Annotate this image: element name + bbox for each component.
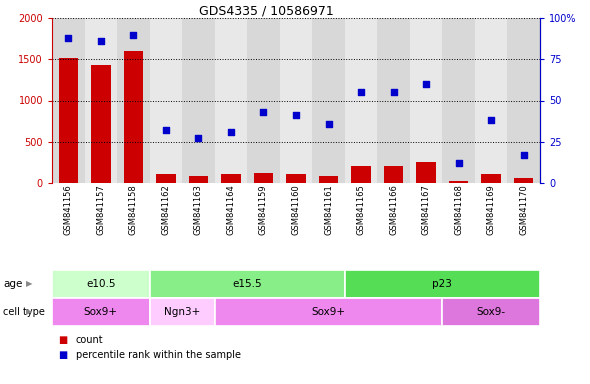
- Bar: [52, 270, 150, 298]
- Text: e10.5: e10.5: [86, 279, 116, 289]
- Bar: [221, 174, 241, 183]
- Point: [194, 136, 203, 142]
- Bar: [475, 18, 507, 183]
- Point: [356, 89, 366, 95]
- Point: [259, 109, 268, 115]
- Bar: [52, 298, 150, 326]
- Bar: [442, 298, 540, 326]
- Bar: [247, 18, 280, 183]
- Bar: [182, 18, 215, 183]
- Bar: [449, 180, 468, 183]
- Bar: [351, 166, 371, 183]
- Bar: [286, 174, 306, 183]
- Bar: [481, 174, 501, 183]
- Bar: [384, 166, 404, 183]
- Bar: [514, 179, 533, 183]
- Text: cell type: cell type: [3, 307, 45, 317]
- Bar: [150, 270, 345, 298]
- Text: ■: ■: [58, 350, 67, 360]
- Bar: [507, 18, 540, 183]
- Point: [129, 31, 138, 38]
- Text: ▶: ▶: [26, 280, 33, 288]
- Bar: [117, 18, 150, 183]
- Text: percentile rank within the sample: percentile rank within the sample: [76, 350, 241, 360]
- Bar: [319, 175, 338, 183]
- Bar: [123, 51, 143, 183]
- Bar: [52, 18, 84, 183]
- Point: [519, 152, 529, 158]
- Point: [226, 129, 235, 135]
- Point: [324, 121, 333, 127]
- Text: ■: ■: [58, 335, 67, 345]
- Bar: [417, 162, 436, 183]
- Bar: [189, 176, 208, 183]
- Point: [454, 160, 463, 166]
- Point: [96, 38, 106, 44]
- Bar: [91, 65, 110, 183]
- Bar: [410, 18, 442, 183]
- Point: [421, 81, 431, 87]
- Text: p23: p23: [432, 279, 453, 289]
- Bar: [442, 18, 475, 183]
- Bar: [215, 18, 247, 183]
- Text: ▶: ▶: [26, 308, 33, 316]
- Bar: [84, 18, 117, 183]
- Text: e15.5: e15.5: [232, 279, 262, 289]
- Point: [389, 89, 398, 95]
- Bar: [345, 270, 540, 298]
- Bar: [58, 58, 78, 183]
- Text: age: age: [3, 279, 22, 289]
- Bar: [254, 173, 273, 183]
- Bar: [280, 18, 312, 183]
- Bar: [150, 298, 215, 326]
- Text: Ngn3+: Ngn3+: [164, 307, 200, 317]
- Bar: [150, 18, 182, 183]
- Point: [291, 112, 301, 118]
- Point: [64, 35, 73, 41]
- Text: Sox9+: Sox9+: [84, 307, 118, 317]
- Bar: [215, 298, 442, 326]
- Bar: [156, 174, 176, 183]
- Point: [161, 127, 171, 133]
- Text: count: count: [76, 335, 103, 345]
- Bar: [312, 18, 345, 183]
- Text: GDS4335 / 10586971: GDS4335 / 10586971: [199, 5, 334, 18]
- Point: [487, 117, 496, 123]
- Text: Sox9+: Sox9+: [312, 307, 346, 317]
- Text: Sox9-: Sox9-: [477, 307, 506, 317]
- Bar: [378, 18, 410, 183]
- Bar: [345, 18, 378, 183]
